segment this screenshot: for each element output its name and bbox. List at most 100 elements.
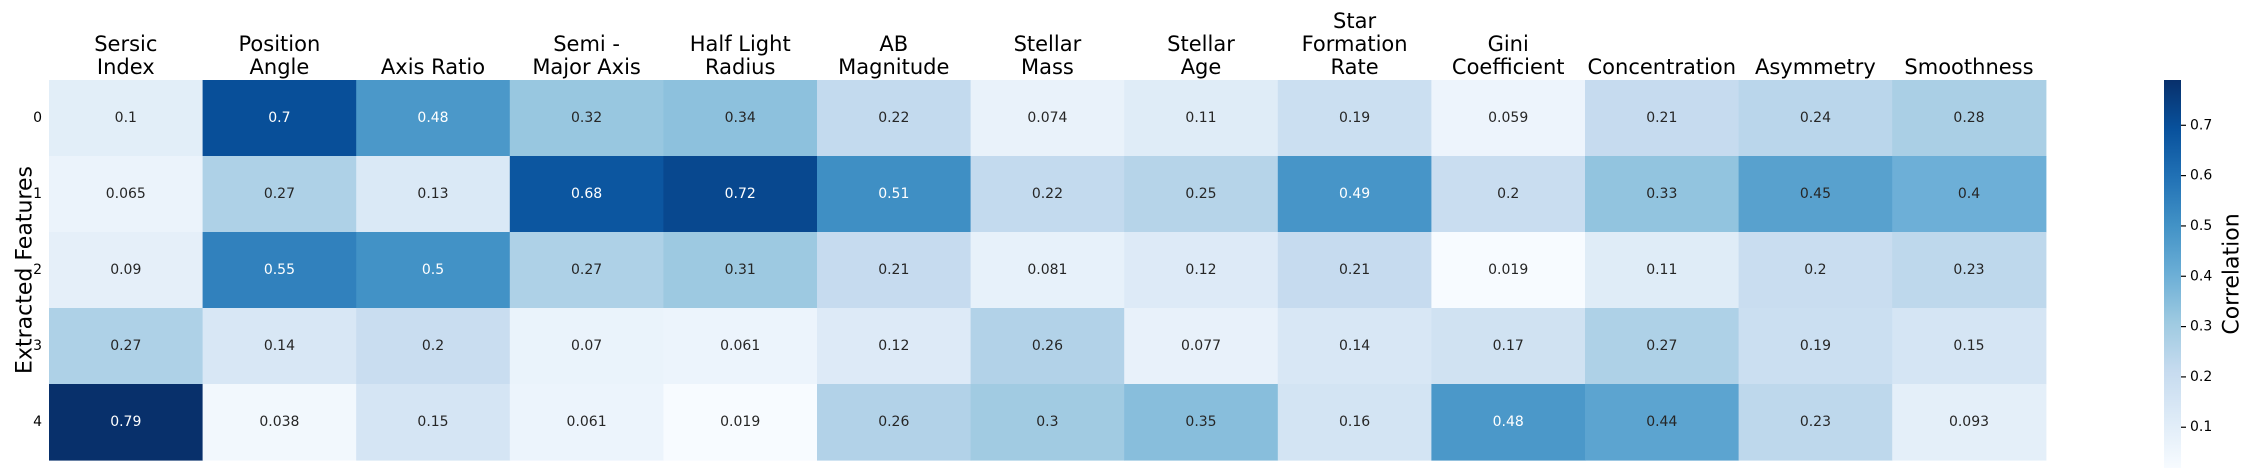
heatmap-cell — [1585, 384, 1740, 461]
heatmap-cell — [1738, 156, 1893, 233]
heatmap-cell — [1431, 384, 1586, 461]
heatmap-cell — [1892, 308, 2047, 385]
heatmap-cell — [970, 384, 1125, 461]
column-label-half-light-radius: Half Light Radius — [690, 32, 791, 79]
cell-value-label: 0.23 — [1953, 262, 1984, 278]
heatmap-cell — [509, 232, 664, 309]
cell-value-label: 0.16 — [1339, 414, 1370, 430]
heatmap-cell — [356, 308, 511, 385]
colorbar-tick-label: 0.5 — [2190, 218, 2212, 234]
cell-value-label: 0.35 — [1185, 414, 1216, 430]
heatmap-cell — [202, 384, 357, 461]
column-label-stellar-mass: Stellar Mass — [1014, 32, 1082, 79]
heatmap-cell — [509, 308, 664, 385]
heatmap-cell — [356, 156, 511, 233]
heatmap-cell — [509, 384, 664, 461]
cell-value-label: 0.32 — [571, 110, 602, 126]
cell-value-label: 0.4 — [1958, 186, 1980, 202]
heatmap-cell — [1277, 308, 1432, 385]
row-labels: 0 1 2 3 4 — [33, 110, 42, 430]
heatmap-cell — [202, 156, 357, 233]
cell-value-label: 0.34 — [725, 110, 756, 126]
cell-value-label: 0.077 — [1181, 338, 1221, 354]
cell-value-label: 0.27 — [264, 186, 295, 202]
colorbar-tick-label: 0.7 — [2190, 117, 2212, 133]
heatmap-cell — [663, 80, 818, 157]
row-label-3: 3 — [33, 338, 42, 354]
cell-value-label: 0.21 — [1339, 262, 1370, 278]
cell-value-label: 0.074 — [1027, 110, 1067, 126]
heatmap-cell — [1585, 308, 1740, 385]
heatmap-cell — [663, 384, 818, 461]
cell-value-label: 0.3 — [1036, 414, 1058, 430]
cell-value-label: 0.31 — [725, 262, 756, 278]
heatmap-cell — [1585, 232, 1740, 309]
heatmap-cell — [1431, 80, 1586, 157]
cell-value-label: 0.51 — [878, 186, 909, 202]
cell-value-label: 0.55 — [264, 262, 295, 278]
cell-value-label: 0.22 — [878, 110, 909, 126]
cell-value-label: 0.44 — [1646, 414, 1677, 430]
colorbar-tick-label: 0.3 — [2190, 319, 2212, 335]
heatmap-cell — [1892, 232, 2047, 309]
cell-value-label: 0.14 — [1339, 338, 1370, 354]
cell-value-label: 0.45 — [1800, 186, 1831, 202]
cell-value-label: 0.11 — [1185, 110, 1216, 126]
heatmap-cell — [970, 80, 1125, 157]
cell-value-label: 0.27 — [110, 338, 141, 354]
cell-value-label: 0.26 — [1032, 338, 1063, 354]
heatmap-cell — [49, 156, 204, 233]
heatmap-cell — [356, 384, 511, 461]
heatmap-cell — [970, 308, 1125, 385]
column-label-semi-major-axis: Semi -Major Axis — [532, 32, 641, 79]
heatmap-cell — [49, 384, 204, 461]
colorbar-tick-label: 0.2 — [2190, 369, 2212, 385]
heatmap-cell — [49, 308, 204, 385]
cell-value-label: 0.11 — [1646, 262, 1677, 278]
heatmap-cell — [1124, 156, 1279, 233]
cell-value-label: 0.061 — [567, 414, 607, 430]
heatmap-cell — [49, 80, 204, 157]
cell-value-label: 0.19 — [1800, 338, 1831, 354]
cell-value-label: 0.22 — [1032, 186, 1063, 202]
cell-value-label: 0.19 — [1339, 110, 1370, 126]
row-label-0: 0 — [33, 110, 42, 126]
cell-value-label: 0.48 — [1493, 414, 1524, 430]
heatmap-cell — [1738, 80, 1893, 157]
cell-value-label: 0.15 — [1953, 338, 1984, 354]
cell-value-label: 0.038 — [259, 414, 299, 430]
y-axis-title: Extracted Features — [13, 166, 38, 374]
heatmap-cell — [663, 232, 818, 309]
cell-value-label: 0.065 — [106, 186, 146, 202]
cell-value-label: 0.15 — [417, 414, 448, 430]
cell-value-label: 0.14 — [264, 338, 295, 354]
heatmap-cell — [970, 156, 1125, 233]
cell-value-label: 0.093 — [1949, 414, 1989, 430]
heatmap-cell — [1277, 80, 1432, 157]
column-label-axis-ratio: Axis Ratio — [381, 55, 485, 79]
cell-value-label: 0.21 — [878, 262, 909, 278]
heatmap-cell — [202, 80, 357, 157]
cell-value-label: 0.12 — [1185, 262, 1216, 278]
row-label-2: 2 — [33, 262, 42, 278]
heatmap-cell — [202, 308, 357, 385]
heatmap-cell — [1431, 232, 1586, 309]
heatmap-cell — [1277, 384, 1432, 461]
cell-value-label: 0.13 — [417, 186, 448, 202]
colorbar: 0.1 0.2 0.3 0.4 0.5 0.6 0.7 — [2164, 80, 2212, 468]
heatmap-cell — [817, 156, 972, 233]
heatmap-cell — [1124, 80, 1279, 157]
column-label-concentration: Concentration — [1588, 55, 1737, 79]
column-label-smoothness: Smoothness — [1904, 55, 2033, 79]
heatmap-cell — [1738, 384, 1893, 461]
cell-value-label: 0.21 — [1646, 110, 1677, 126]
cell-value-label: 0.7 — [268, 110, 290, 126]
colorbar-gradient-bar — [2164, 80, 2181, 468]
heatmap-cell — [817, 308, 972, 385]
cell-value-label: 0.25 — [1185, 186, 1216, 202]
row-label-4: 4 — [33, 414, 42, 430]
heatmap-cell — [1431, 308, 1586, 385]
cell-value-labels: 0.1 0.7 0.48 0.32 0.34 0.22 0.074 0.11 0.19 0.059… — [106, 110, 1989, 430]
heatmap-cell — [1585, 80, 1740, 157]
heatmap-cell — [1124, 384, 1279, 461]
